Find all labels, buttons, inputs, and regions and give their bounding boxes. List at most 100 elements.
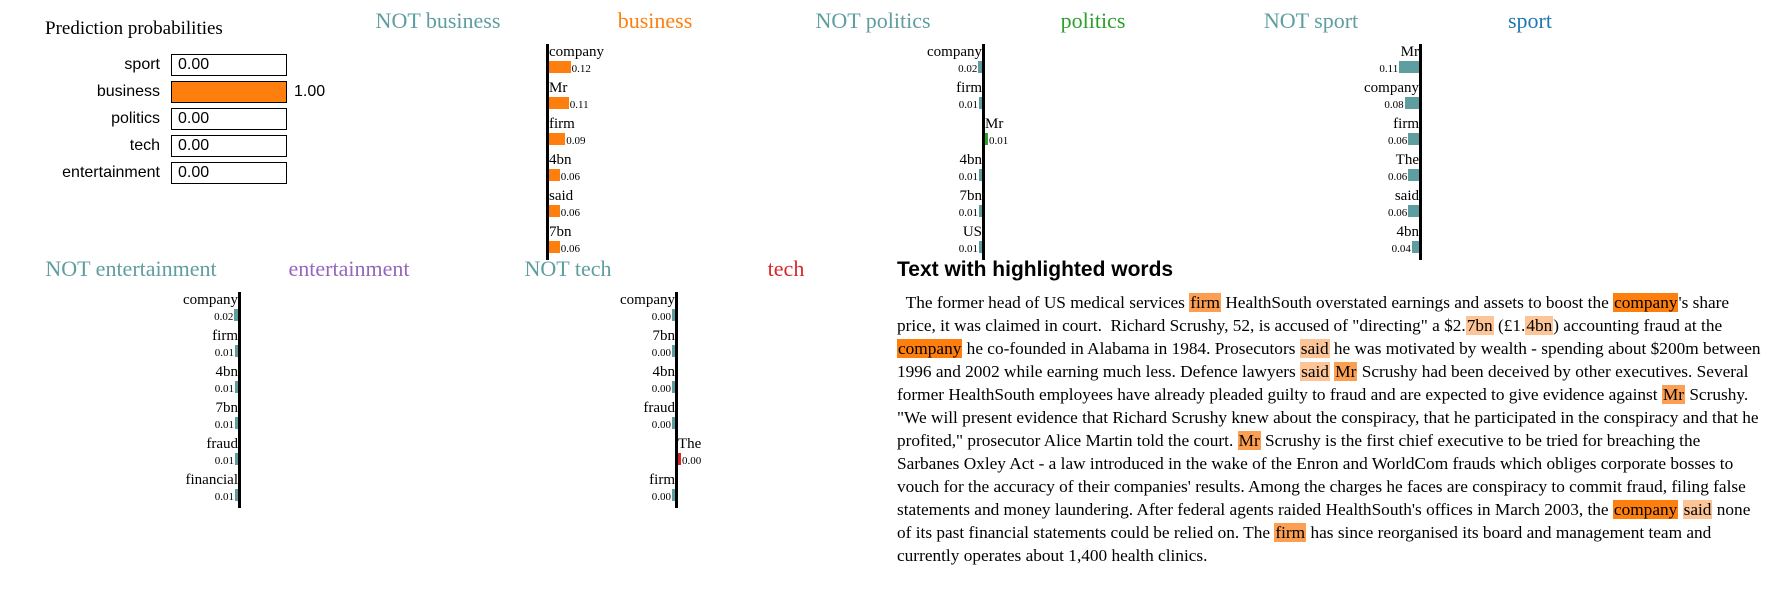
feature-word: 7bn [959,188,983,204]
feature-bar [549,241,560,253]
feature-bar [549,97,569,109]
feature-word: The [1395,152,1419,168]
feature-value: 0.12 [571,63,591,75]
highlighted-word: said [1300,362,1330,381]
feature-value: 0.01 [214,455,234,467]
chart-axis [675,292,678,508]
text-segment: Scrushy. "We will present evidence that … [897,385,1763,450]
highlighted-word: firm [1189,293,1221,312]
feature-value: 0.06 [560,243,581,255]
chart-axis [546,44,549,260]
probability-value: 0.00 [178,164,210,181]
highlighted-word: said [1682,500,1713,519]
feature-word: 4bn [959,152,983,168]
probability-label: entertainment [62,164,160,181]
feature-word: Mr [549,80,568,96]
feature-value: 0.00 [682,455,702,467]
feature-word: financial [185,472,238,488]
feature-bar [549,205,560,217]
feature-word: 7bn [549,224,572,240]
probability-bar: 0.00 [171,108,287,130]
probability-row-business: business 1.00 [0,81,360,103]
text-segment: Scrushy is the first chief executive to … [897,431,1751,519]
probability-label: sport [124,56,160,73]
probability-bar: 0.00 [171,162,287,184]
text-segment: none of its past financial statements co… [897,500,1755,542]
feature-word: company [183,292,238,308]
feature-value: 0.08 [1384,99,1404,111]
feature-value: 0.01 [214,383,234,395]
feature-value: 0.01 [214,491,234,503]
feature-value: 0.00 [651,347,671,359]
feature-bar [1408,205,1419,217]
feature-word: company [927,44,982,60]
feature-word: 7bn [652,328,676,344]
feature-bar [978,61,982,73]
feature-word: 4bn [215,364,239,380]
feature-bar [672,489,675,501]
feature-value: 0.06 [1387,171,1408,183]
feature-value: 0.06 [1387,135,1408,147]
probability-value: 0.00 [178,137,210,154]
feature-value: 0.11 [569,99,589,111]
text-segment: he was motivated by wealth - spending ab… [897,339,1765,381]
class-title-tech: tech [767,256,805,281]
feature-value: 0.06 [1387,207,1408,219]
prediction-probabilities-title: Prediction probabilities [45,18,223,39]
highlighted-word: Mr [1661,385,1685,404]
feature-word: firm [549,116,575,132]
probability-row-tech: tech 0.00 [0,135,360,157]
text-segment: he co-founded in Alabama in 1984. Prosec… [962,339,1300,358]
highlighted-word: company [1612,500,1679,519]
class-title-not-business: NOT business [375,8,501,33]
highlighted-word: company [897,339,963,358]
feature-word: 4bn [1396,224,1420,240]
text-segment: HealthSouth overstated earnings and asse… [1221,293,1614,312]
probability-value: 0.00 [178,110,210,127]
feature-bar [549,61,571,73]
feature-bar [1404,97,1419,109]
feature-value: 0.01 [989,135,1009,147]
feature-value: 0.09 [566,135,586,147]
text-segment: The former head of US medical services [897,293,1190,312]
feature-bar [234,309,238,321]
feature-word: The [678,436,702,452]
text-segment: ) accounting fraud at the [1553,316,1727,335]
probability-value: 1.00 [294,83,326,100]
feature-word: 7bn [215,400,239,416]
feature-bar [235,417,238,429]
chart-axis [1419,44,1422,260]
class-title-not-entertainment: NOT entertainment [45,256,217,281]
probability-label: politics [111,110,160,127]
probability-bar-fill [172,82,286,102]
text-segment: has since reorganised its board and mana… [897,523,1716,565]
feature-word: firm [212,328,238,344]
highlighted-word: 4bn [1525,316,1554,335]
text-segment: 's share price, it was claimed in court.… [897,293,1734,335]
feature-bar [672,381,675,393]
chart-axis [982,44,985,260]
feature-bar [678,453,681,465]
highlighted-word: company [1613,293,1679,312]
feature-value: 0.04 [1391,243,1411,255]
class-title-sport: sport [1508,8,1552,33]
text-segment: (£1. [1493,316,1526,335]
class-title-entertainment: entertainment [288,256,410,281]
feature-bar [549,169,560,181]
feature-bar [979,205,982,217]
feature-word: firm [649,472,675,488]
feature-value: 0.01 [958,243,978,255]
class-title-not-politics: NOT politics [815,8,931,33]
feature-bar [1399,61,1419,73]
feature-word: 4bn [652,364,676,380]
probability-bar: 0.00 [171,135,287,157]
feature-value: 0.02 [214,311,234,323]
feature-bar [1411,241,1419,253]
probability-label: business [96,83,160,100]
feature-value: 0.00 [651,491,671,503]
text-segment: Scrushy had been deceived by other execu… [897,362,1753,404]
feature-value: 0.00 [651,419,671,431]
feature-value: 0.01 [958,171,978,183]
feature-bar [235,453,238,465]
feature-word: firm [1393,116,1419,132]
